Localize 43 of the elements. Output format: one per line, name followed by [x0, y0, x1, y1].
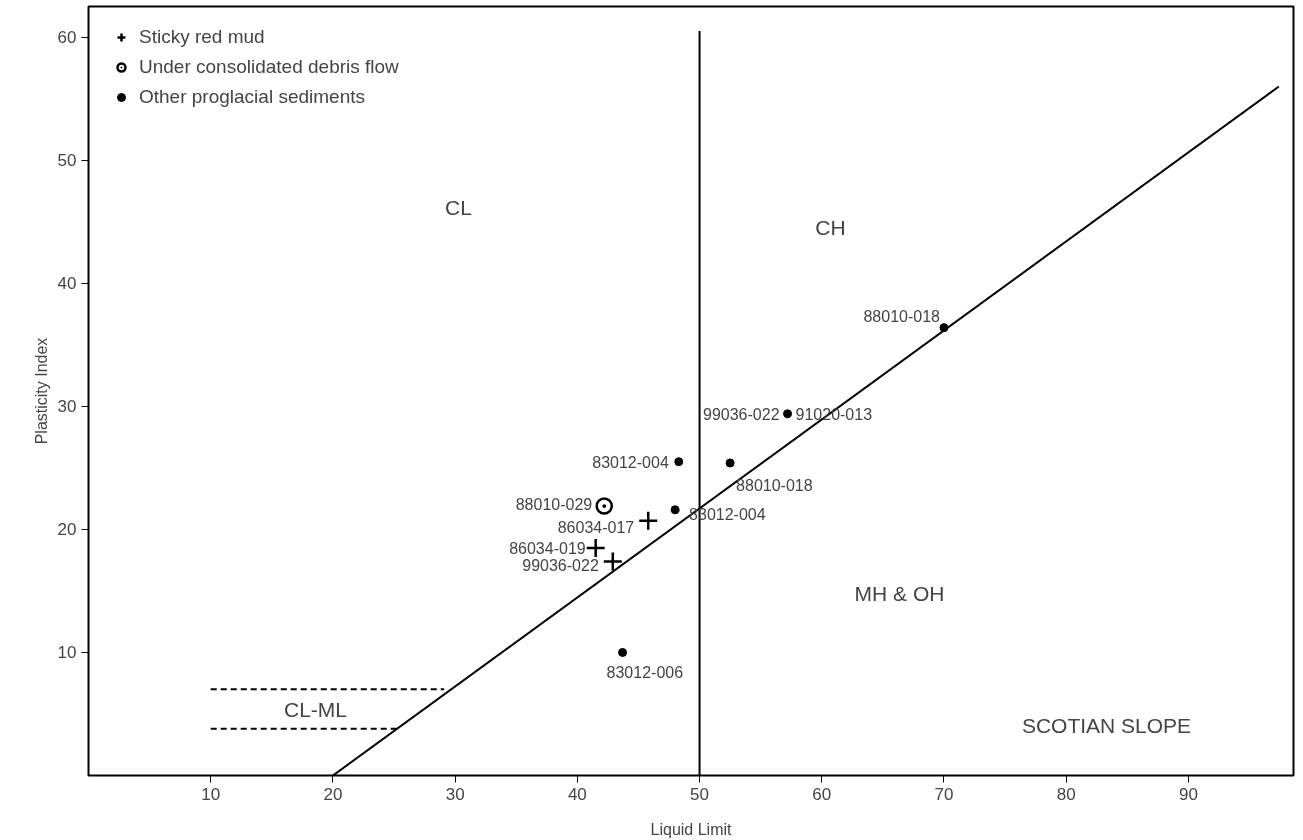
- annotation: SCOTIAN SLOPE: [1021, 714, 1192, 737]
- y-tick-label: 60: [57, 28, 77, 48]
- point: [783, 409, 793, 419]
- point: [595, 497, 613, 515]
- point: [585, 537, 606, 559]
- legend-label: Under consolidated debris flow: [139, 56, 399, 78]
- point: [674, 457, 684, 467]
- annotation: CH: [815, 216, 846, 239]
- x-tick-label: 20: [323, 784, 343, 804]
- y-tick-label: 50: [57, 151, 77, 171]
- point: [670, 505, 680, 515]
- annotation: 88010-018: [736, 476, 813, 494]
- annotation: CL-ML: [283, 698, 348, 721]
- x-axis-title: Liquid Limit: [650, 820, 733, 838]
- y-axis-title: Plasticity Index: [32, 337, 50, 445]
- x-tick-label: 70: [934, 784, 954, 804]
- annotation: 83012-004: [592, 453, 669, 471]
- annotation: 86034-017: [557, 518, 635, 536]
- y-tick-label: 10: [57, 643, 77, 663]
- annotation: 99036-022: [522, 557, 599, 575]
- y-tick-label: 20: [57, 520, 77, 540]
- annotation: 86034-019: [509, 539, 586, 557]
- point: [725, 458, 735, 468]
- annotation: 99036-022: [703, 405, 780, 423]
- point: [637, 510, 659, 532]
- x-tick-label: 30: [445, 784, 465, 804]
- x-tick-label: 10: [201, 784, 221, 804]
- legend-label: Other proglacial sediments: [139, 86, 365, 108]
- point: [602, 551, 624, 572]
- x-tick-label: 80: [1056, 784, 1076, 804]
- annotation: 88010-029: [515, 496, 593, 514]
- point: [618, 647, 628, 657]
- annotation: CL: [445, 196, 472, 219]
- x-tick-label: 50: [690, 784, 710, 804]
- x-tick-label: 60: [812, 784, 832, 804]
- x-tick-label: 90: [1178, 784, 1198, 804]
- annotation: 83012-006: [606, 664, 684, 682]
- y-tick-label: 30: [57, 397, 77, 417]
- legend-label: Sticky red mud: [139, 26, 265, 48]
- y-tick-label: 40: [57, 274, 77, 294]
- annotation: 88010-018: [863, 307, 941, 325]
- x-tick-label: 40: [567, 784, 587, 804]
- annotation: MH & OH: [854, 582, 945, 605]
